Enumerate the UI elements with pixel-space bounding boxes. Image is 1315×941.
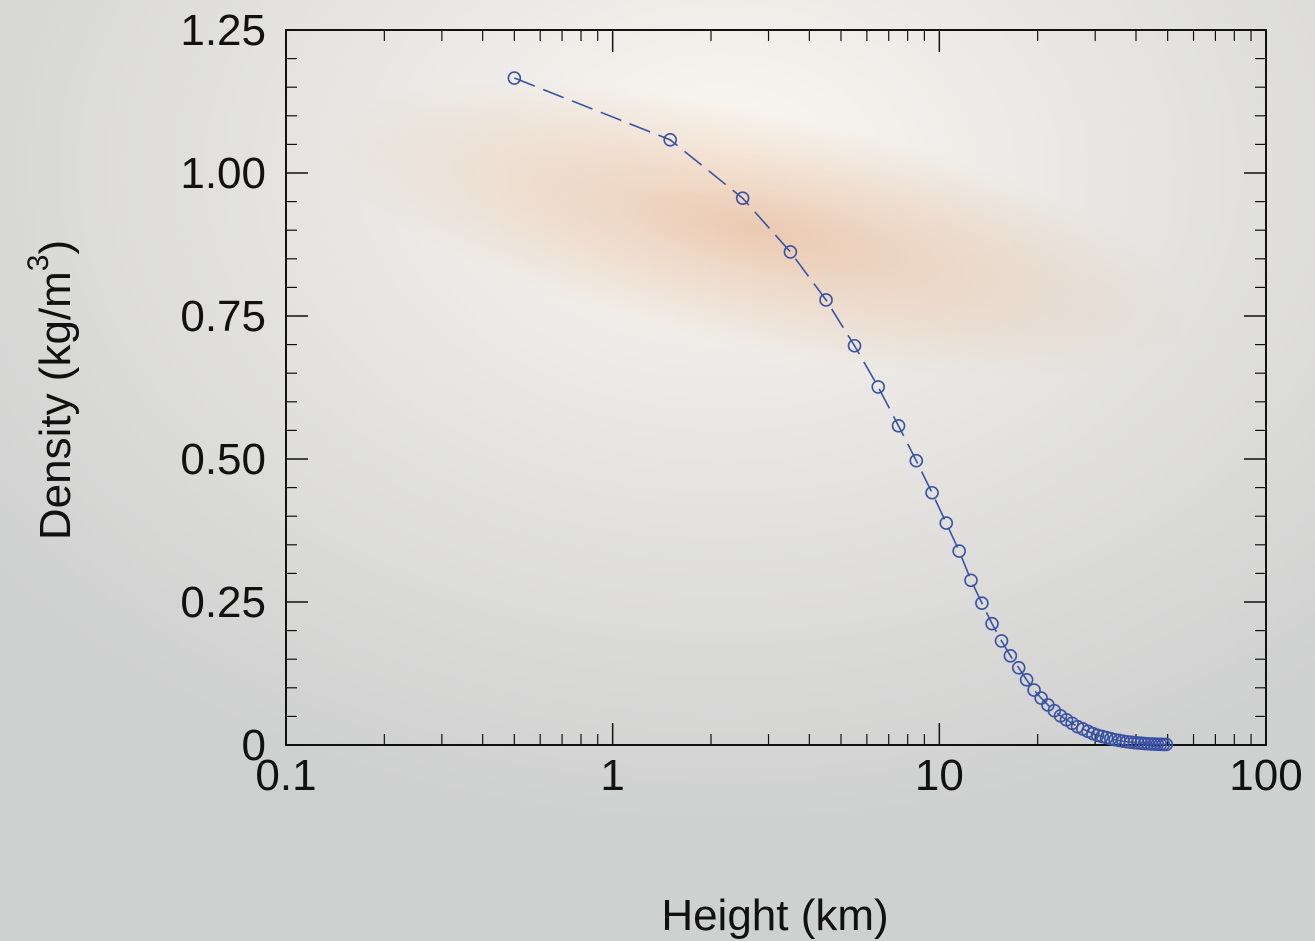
- data-point: [1003, 648, 1018, 663]
- data-point: [975, 596, 989, 610]
- data-point: [891, 419, 906, 433]
- data-point: [847, 338, 862, 353]
- y-tick-label: 1.00: [180, 149, 266, 198]
- x-axis-label: Height (km): [661, 891, 888, 940]
- data-point: [871, 380, 886, 394]
- data-point: [964, 573, 978, 588]
- data-point: [735, 191, 750, 205]
- data-point: [1027, 683, 1041, 697]
- x-tick-label: 100: [1229, 751, 1302, 800]
- data-point: [783, 245, 798, 259]
- y-tick-label: 0.50: [180, 435, 266, 484]
- data-point: [1034, 691, 1048, 705]
- data-point: [663, 133, 677, 147]
- data-point: [1159, 737, 1174, 752]
- data-point: [1011, 660, 1026, 675]
- y-tick-label: 1.25: [180, 6, 266, 55]
- x-tick-label: 0.1: [255, 751, 316, 800]
- y-tick-label: 0: [242, 721, 266, 770]
- data-point: [952, 544, 966, 558]
- plot-frame: [285, 29, 1267, 746]
- y-tick-label: 0.75: [180, 292, 266, 341]
- data-point: [994, 634, 1009, 648]
- x-tick-label: 10: [915, 751, 964, 800]
- y-axis-label-sup: 3: [22, 255, 55, 272]
- data-point: [925, 485, 939, 500]
- y-axis-label-end: ): [31, 240, 80, 255]
- data-point: [939, 516, 954, 530]
- y-axis-label: Density (kg/m3): [22, 240, 80, 540]
- y-tick-label: 0.25: [180, 578, 266, 627]
- data-point: [507, 71, 522, 85]
- data-line: [514, 77, 1167, 746]
- data-point: [909, 453, 924, 468]
- x-tick-label: 1: [600, 751, 624, 800]
- y-axis-label-text: Density (kg/m: [31, 271, 80, 540]
- data-point: [819, 293, 833, 307]
- data-point: [985, 616, 999, 631]
- background-nebula: [328, 81, 1192, 379]
- data-point: [1019, 672, 1034, 687]
